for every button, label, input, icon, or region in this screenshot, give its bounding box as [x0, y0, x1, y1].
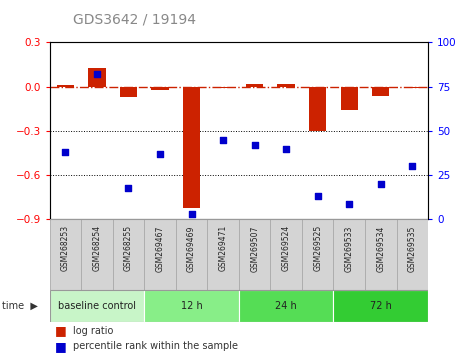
Bar — [246, 84, 263, 87]
Bar — [271, 219, 302, 290]
Bar — [309, 87, 326, 131]
Text: baseline control: baseline control — [58, 301, 136, 311]
Text: log ratio: log ratio — [73, 326, 114, 336]
Bar — [333, 290, 428, 322]
Text: GSM268255: GSM268255 — [124, 225, 133, 271]
Text: GDS3642 / 19194: GDS3642 / 19194 — [73, 12, 196, 27]
Text: 72 h: 72 h — [370, 301, 392, 311]
Point — [188, 211, 195, 217]
Text: GSM269525: GSM269525 — [313, 225, 322, 272]
Text: 24 h: 24 h — [275, 301, 297, 311]
Bar — [333, 219, 365, 290]
Text: ■: ■ — [54, 340, 66, 353]
Bar — [183, 87, 200, 208]
Text: GSM269533: GSM269533 — [345, 225, 354, 272]
Point — [377, 181, 385, 187]
Bar — [57, 85, 74, 87]
Bar — [144, 290, 239, 322]
Point — [93, 72, 101, 77]
Text: GSM268254: GSM268254 — [92, 225, 102, 271]
Bar — [88, 68, 105, 87]
Text: time  ▶: time ▶ — [2, 301, 38, 311]
Text: GSM269534: GSM269534 — [376, 225, 385, 272]
Bar — [214, 87, 232, 88]
Point — [219, 137, 227, 143]
Bar — [239, 219, 271, 290]
Bar — [365, 219, 396, 290]
Text: GSM269524: GSM269524 — [281, 225, 291, 272]
Text: GSM269467: GSM269467 — [156, 225, 165, 272]
Bar — [176, 219, 207, 290]
Text: GSM269535: GSM269535 — [408, 225, 417, 272]
Bar — [50, 290, 144, 322]
Point — [61, 149, 69, 155]
Bar — [207, 219, 239, 290]
Text: 12 h: 12 h — [181, 301, 202, 311]
Bar — [239, 290, 333, 322]
Text: GSM269507: GSM269507 — [250, 225, 259, 272]
Text: ■: ■ — [54, 325, 66, 337]
Bar — [144, 219, 176, 290]
Text: GSM268253: GSM268253 — [61, 225, 70, 271]
Point — [409, 164, 416, 169]
Point — [282, 146, 290, 152]
Bar — [278, 84, 295, 87]
Point — [314, 194, 322, 199]
Text: GSM269471: GSM269471 — [219, 225, 228, 272]
Text: GSM269469: GSM269469 — [187, 225, 196, 272]
Point — [345, 201, 353, 206]
Bar — [81, 219, 113, 290]
Text: percentile rank within the sample: percentile rank within the sample — [73, 341, 238, 351]
Point — [156, 151, 164, 157]
Point — [125, 185, 132, 190]
Bar — [113, 219, 144, 290]
Point — [251, 142, 258, 148]
Bar — [151, 87, 169, 90]
Bar — [302, 219, 333, 290]
Bar — [50, 219, 81, 290]
Bar — [120, 87, 137, 97]
Bar — [372, 87, 389, 96]
Bar — [396, 219, 428, 290]
Bar — [403, 87, 421, 88]
Bar — [341, 87, 358, 110]
